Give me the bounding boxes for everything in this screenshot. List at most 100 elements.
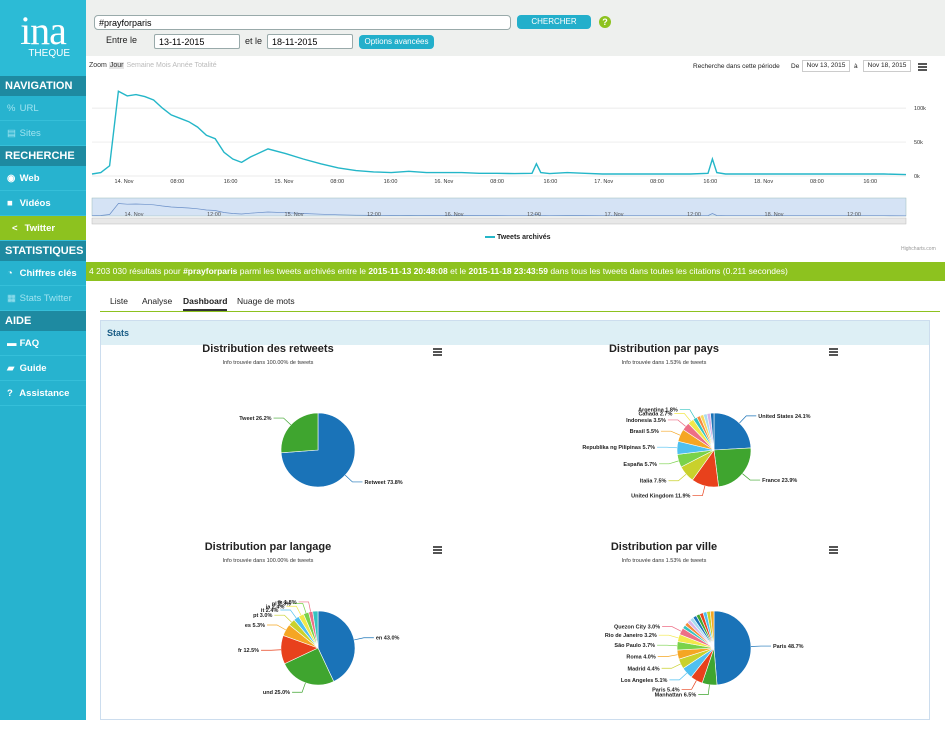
x-tick-label: 15. Nov bbox=[274, 179, 293, 185]
pie-data-label: Indonesia 3.5% bbox=[626, 418, 666, 424]
pie-data-label: United States 24.1% bbox=[758, 414, 810, 420]
zoom-year-button[interactable]: Année bbox=[172, 62, 193, 69]
chart-menu-icon[interactable] bbox=[918, 63, 927, 72]
and-label: et le bbox=[245, 36, 263, 46]
navigator-tick: 18. Nov bbox=[765, 212, 784, 218]
sidebar-item-url[interactable]: % URL bbox=[0, 96, 86, 121]
pie-data-label: España 5.7% bbox=[623, 462, 657, 468]
timeline-svg: 0k 50k 100k 14. Nov 08:00 16:00 15. Nov 08:00 16… bbox=[91, 90, 926, 225]
advanced-options-button[interactable]: Options avancées bbox=[359, 35, 434, 49]
series-line[interactable] bbox=[91, 90, 907, 176]
pie-menu-icon[interactable] bbox=[433, 348, 442, 357]
x-tick-label: 17. Nov bbox=[594, 179, 613, 185]
sidebar-item-web[interactable]: ◉ Web bbox=[0, 166, 86, 191]
pie-data-label: ja 2.4% bbox=[265, 604, 285, 610]
sidebar-item-twitter[interactable]: < Twitter bbox=[0, 216, 88, 241]
pie-icon: ◔ bbox=[7, 268, 13, 279]
sidebar-item-label: Twitter bbox=[24, 223, 56, 234]
pie-title: Distribution par langage bbox=[204, 541, 332, 553]
scrollbar[interactable] bbox=[91, 217, 907, 225]
zoom-month-button[interactable]: Mois bbox=[156, 62, 171, 69]
range-label: Recherche dans cette période bbox=[693, 63, 780, 70]
pie-data-label: fr 12.5% bbox=[238, 648, 259, 654]
zoom-label: Zoom bbox=[89, 62, 107, 69]
pie-data-label: Rio de Janeiro 3.2% bbox=[605, 633, 657, 639]
file-icon: ▤ bbox=[7, 128, 16, 139]
sidebar-item-label: Assistance bbox=[19, 388, 70, 399]
pie-chart: United States 24.1% France 23.9% United Ki… bbox=[582, 408, 810, 500]
sidebar-item-sites[interactable]: ▤ Sites bbox=[0, 121, 86, 146]
pie-data-label: Roma 4.0% bbox=[626, 655, 655, 661]
pie-menu-icon[interactable] bbox=[829, 546, 838, 555]
main-content: CHERCHER ? Entre le et le Options avancé… bbox=[86, 0, 945, 720]
sidebar-section-navigation: NAVIGATION bbox=[0, 76, 86, 96]
sidebar-item-label: Sites bbox=[19, 128, 41, 139]
results-summary: 4 203 030 résultats pour #prayforparis p… bbox=[86, 262, 945, 281]
pie-slice[interactable] bbox=[709, 610, 715, 649]
pie-slice[interactable] bbox=[713, 447, 752, 488]
help-icon[interactable]: ? bbox=[599, 16, 611, 28]
sidebar-item-chiffres-clés[interactable]: ◔ Chiffres clés bbox=[0, 261, 86, 286]
legend-tweets-archives[interactable]: Tweets archivés bbox=[485, 234, 551, 241]
sidebar-item-faq[interactable]: ▬ FAQ bbox=[0, 331, 86, 356]
pie-slice[interactable] bbox=[713, 610, 752, 686]
pie-data-label: pt 3.0% bbox=[253, 613, 272, 619]
tab-nuage-de-mots[interactable]: Nuage de mots bbox=[237, 296, 295, 306]
pie-slice[interactable] bbox=[710, 412, 715, 451]
zoom-week-button[interactable]: Semaine bbox=[126, 62, 155, 69]
sidebar-item-vidéos[interactable]: ■ Vidéos bbox=[0, 191, 86, 216]
pie-data-label: Paris 5.4% bbox=[652, 687, 680, 693]
pie-data-label: Quezon City 3.0% bbox=[614, 625, 660, 631]
tab-liste[interactable]: Liste bbox=[110, 296, 128, 306]
date-from-input[interactable] bbox=[154, 34, 240, 49]
logo-text: ina bbox=[20, 8, 67, 53]
x-tick-label: 08:00 bbox=[810, 179, 824, 185]
y-tick-label: 0k bbox=[914, 174, 920, 180]
sidebar-item-label: Vidéos bbox=[19, 198, 51, 209]
x-tick-label: 08:00 bbox=[170, 179, 184, 185]
pie-data-label: pl 2.3% bbox=[272, 602, 291, 608]
zoom-all-button[interactable]: Totalité bbox=[194, 62, 217, 69]
pie-menu-icon[interactable] bbox=[433, 546, 442, 555]
pie-data-label: th 1.8% bbox=[277, 600, 296, 606]
pie-data-label: it 2.4% bbox=[261, 608, 279, 614]
search-input[interactable] bbox=[94, 15, 511, 30]
range-to-input[interactable]: Nov 18, 2015 bbox=[863, 60, 911, 72]
pie-chart: en 43.0% und 25.0% fr 12.5% es 5.3% pt 3.0%i… bbox=[238, 600, 400, 696]
navigator[interactable] bbox=[91, 197, 907, 217]
pie-slice[interactable] bbox=[280, 412, 319, 454]
pie-chart: Retweet 73.8% Tweet 26.2% bbox=[239, 412, 403, 488]
range-from-input[interactable]: Nov 13, 2015 bbox=[802, 60, 850, 72]
navigator-tick: 12:00 bbox=[207, 212, 221, 218]
pie-slice[interactable] bbox=[713, 412, 752, 451]
x-tick-label: 18. Nov bbox=[754, 179, 773, 185]
y-tick-label: 100k bbox=[914, 106, 926, 112]
search-button[interactable]: CHERCHER bbox=[517, 15, 591, 29]
zoom-day-button[interactable]: Jour bbox=[108, 62, 125, 69]
x-tick-label: 16. Nov bbox=[434, 179, 453, 185]
x-tick-label: 16:00 bbox=[224, 179, 238, 185]
highcharts-credit[interactable]: Highcharts.com bbox=[901, 246, 936, 252]
question-icon: ? bbox=[7, 388, 13, 399]
zoom-buttons: Zoom Jour Semaine Mois Année Totalité bbox=[89, 62, 217, 69]
pie-data-label: Manhattan 6.5% bbox=[655, 693, 697, 699]
pie-subtitle: Info trouvée dans 100.00% de tweets bbox=[222, 360, 314, 366]
pie-menu-icon[interactable] bbox=[829, 348, 838, 357]
date-to-input[interactable] bbox=[267, 34, 353, 49]
x-tick-label: 16:00 bbox=[544, 179, 558, 185]
pie-title: Distribution par ville bbox=[610, 541, 718, 553]
pie-slice[interactable] bbox=[312, 610, 319, 649]
sidebar-item-label: Stats Twitter bbox=[19, 293, 72, 304]
sidebar: ina THEQUE NAVIGATION% URL ▤ Sites RECHERC… bbox=[0, 0, 88, 720]
navigator-tick: 12:00 bbox=[367, 212, 381, 218]
sidebar-item-assistance[interactable]: ? Assistance bbox=[0, 381, 86, 406]
tab-analyse[interactable]: Analyse bbox=[142, 296, 173, 306]
tab-dashboard[interactable]: Dashboard bbox=[183, 296, 228, 311]
sidebar-item-guide[interactable]: ▰ Guide bbox=[0, 356, 86, 381]
navigator-tick: 16. Nov bbox=[445, 212, 464, 218]
pie-data-label: Tweet 26.2% bbox=[239, 416, 271, 422]
ina-logo[interactable]: ina THEQUE bbox=[0, 0, 86, 76]
pie-data-label: Los Angeles 5.1% bbox=[621, 678, 668, 684]
sidebar-item-stats-twitter[interactable]: ▦ Stats Twitter bbox=[0, 286, 86, 311]
y-tick-label: 50k bbox=[914, 140, 923, 146]
